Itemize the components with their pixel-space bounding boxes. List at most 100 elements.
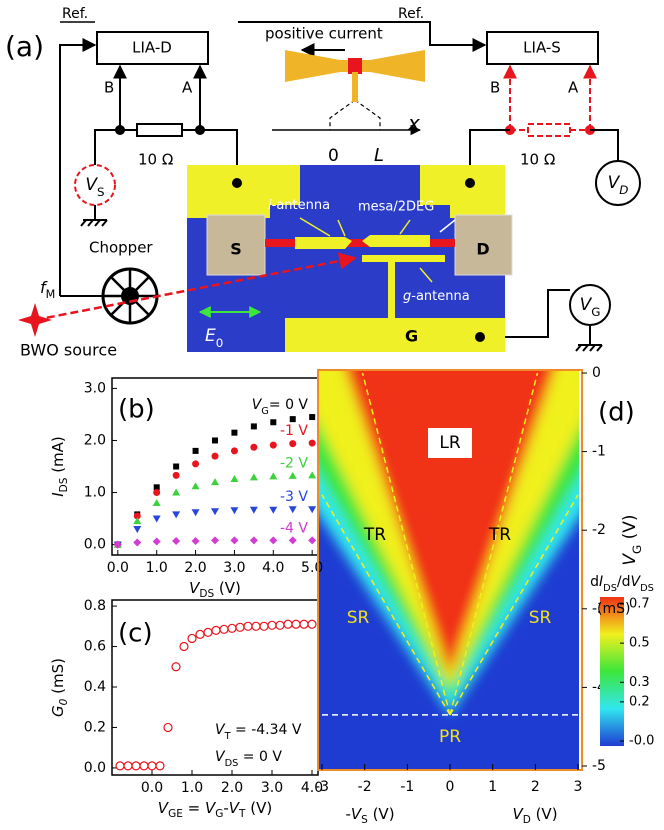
text-part: L xyxy=(374,145,384,166)
marker xyxy=(211,536,219,545)
diagram-label: L xyxy=(374,145,384,166)
diagram-label: VS xyxy=(85,175,104,199)
text-part: T xyxy=(224,731,232,742)
marker xyxy=(171,662,181,672)
marker xyxy=(288,506,297,514)
region-label: PR xyxy=(439,727,461,747)
text-part: (mA) xyxy=(49,436,67,477)
text-part: GE xyxy=(168,808,183,820)
diagram-label: positive current xyxy=(265,25,383,43)
text-part: V xyxy=(189,579,201,597)
text-part: = xyxy=(183,799,205,817)
text-part: (V) xyxy=(620,514,640,544)
marker xyxy=(269,536,278,545)
marker xyxy=(249,536,258,545)
marker xyxy=(191,509,200,517)
y-tick-label: 0.8 xyxy=(84,598,106,614)
marker xyxy=(269,506,278,514)
marker xyxy=(291,619,301,629)
marker xyxy=(191,482,200,490)
y-axis-label: VG (V) xyxy=(620,514,644,565)
marker xyxy=(155,761,165,771)
text-part: DS xyxy=(640,583,654,594)
text-part: V xyxy=(608,173,621,193)
diagram-label: S xyxy=(230,240,242,259)
text-part: /d xyxy=(617,574,631,590)
y-tick-label: 2.0 xyxy=(84,432,106,448)
diagram-label: A xyxy=(568,79,579,97)
marker xyxy=(172,536,181,545)
marker xyxy=(289,440,297,448)
text-part: -antenna xyxy=(272,198,330,213)
text-part: T xyxy=(238,808,246,820)
y-tick-label: 0.0 xyxy=(84,537,106,553)
text-part: V xyxy=(85,175,98,195)
marker xyxy=(211,625,221,635)
text-part: -antenna xyxy=(411,289,469,304)
x-tick-label: 0.0 xyxy=(141,780,163,796)
legend-label: -4 V xyxy=(280,520,308,536)
text-part: V xyxy=(620,553,640,566)
text-part: I xyxy=(599,574,603,590)
marker xyxy=(192,460,200,468)
diagram-label: mesa/2DEG xyxy=(358,200,434,215)
guide-line xyxy=(321,494,451,716)
x-tick-label: 1 xyxy=(488,779,497,795)
marker xyxy=(152,498,161,506)
marker xyxy=(133,512,141,520)
marker xyxy=(230,474,239,482)
text-part: D xyxy=(523,814,531,826)
marker xyxy=(195,629,205,639)
marker xyxy=(172,511,181,519)
diagram-label: 0 xyxy=(328,146,339,166)
diagram-label: D xyxy=(476,240,489,259)
y-tick-label: -2 xyxy=(592,522,606,538)
marker xyxy=(212,437,218,444)
diagram-label: VG xyxy=(580,295,601,319)
y-tick-label: -5 xyxy=(592,758,606,774)
marker xyxy=(179,641,189,652)
text-part: V xyxy=(351,805,363,823)
diagram-label: fM xyxy=(40,278,55,301)
text-part: S xyxy=(97,185,105,199)
marker xyxy=(269,472,278,480)
marker xyxy=(133,538,142,547)
marker xyxy=(139,761,149,771)
y-tick-label: 3.0 xyxy=(84,380,106,396)
text-part: V xyxy=(252,397,263,413)
marker xyxy=(152,515,161,523)
marker xyxy=(203,627,213,637)
region-label: TR xyxy=(363,525,386,545)
text-part: V xyxy=(205,799,217,817)
text-part: DS xyxy=(199,588,214,600)
diagram-label: Ref. xyxy=(62,6,88,22)
text-part: (V) xyxy=(245,799,272,817)
x-tick-label: 3.0 xyxy=(223,560,245,576)
marker xyxy=(163,722,173,733)
y-tick-label: 0.6 xyxy=(84,639,106,655)
marker xyxy=(230,447,238,455)
diagram-label: VD xyxy=(608,173,629,197)
x-axis-label: -VS (V) xyxy=(345,805,394,827)
diagram-label: LIA-D xyxy=(132,39,172,57)
diagram-label: g-antenna xyxy=(403,289,470,304)
marker xyxy=(308,536,317,545)
guide-line xyxy=(361,372,451,716)
colorbar-unit: (mS) xyxy=(597,601,630,617)
marker xyxy=(309,414,316,421)
text-part: V xyxy=(215,722,226,738)
annotation: VDS = 0 V xyxy=(215,749,282,769)
marker xyxy=(235,622,245,632)
marker xyxy=(249,473,258,481)
x-tick-label: -3 xyxy=(315,779,329,795)
marker xyxy=(172,488,181,496)
x-tick-label: 2.0 xyxy=(221,780,243,796)
marker xyxy=(123,761,133,771)
marker xyxy=(211,508,219,516)
y-tick-label: 0.2 xyxy=(84,719,106,735)
diagram-label: (a) xyxy=(5,30,44,63)
text-part: V xyxy=(215,749,226,765)
text-part: - xyxy=(223,799,228,817)
diagram-label: Ref. xyxy=(398,6,424,22)
heat-body xyxy=(319,371,579,715)
